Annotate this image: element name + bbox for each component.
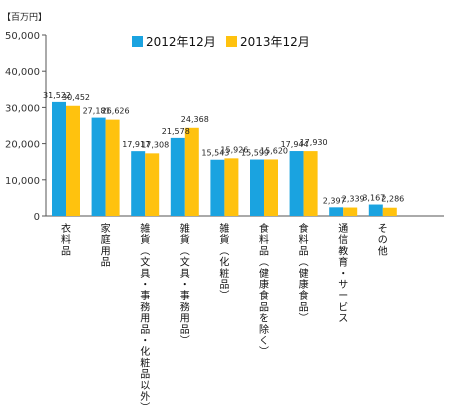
x-tick-label: 衣料品 [61, 222, 71, 257]
bar [250, 159, 264, 216]
bar [264, 159, 278, 216]
legend: 2012年12月 2013年12月 [132, 35, 310, 49]
x-tick-label: 家庭用品 [101, 222, 111, 269]
x-tick-label: 通信教育・サービス [338, 223, 348, 325]
bar [52, 101, 66, 216]
bar [184, 127, 199, 216]
bar [170, 137, 185, 216]
bar [105, 119, 120, 216]
x-tick-label: 雑貨︵化粧品︶ [219, 222, 229, 302]
legend-swatch [226, 36, 237, 47]
data-label: 3,167 [362, 194, 385, 203]
unit-label: 【百万円】 [2, 12, 47, 23]
data-label: 15,620 [260, 146, 288, 155]
data-label: 30,452 [62, 93, 90, 102]
x-axis-labels: 衣料品 家庭用品 雑貨︵文具・事務用品・化粧品以外︶ 雑貨︵文具・事務用品︶ 雑貨︵化粧… [61, 222, 388, 414]
y-tick-label: 50,000 [5, 31, 40, 42]
bar [224, 158, 239, 216]
legend-label: 2013年12月 [240, 35, 310, 49]
bar [210, 159, 225, 216]
data-label: 17,917 [122, 140, 150, 149]
x-tick-label: その他 [378, 223, 388, 257]
bar [66, 105, 80, 216]
y-tick-label: 30,000 [5, 103, 40, 114]
data-label: 27,181 [83, 107, 111, 116]
x-tick-label: 雑貨︵文具・事務用品・化粧品以外︶ [140, 222, 150, 414]
data-label: 15,926 [220, 145, 248, 154]
data-label: 2,339 [342, 195, 365, 204]
bar [289, 151, 304, 216]
x-tick-label: 食料品︵健康食品を除く︶ [259, 222, 269, 358]
data-label: 26,626 [102, 107, 130, 116]
data-label: 21,578 [162, 127, 190, 136]
x-tick-label: 食料品︵健康食品︶ [299, 222, 309, 325]
data-label: 31,522 [43, 91, 71, 100]
bar [145, 153, 160, 216]
bars [52, 101, 397, 216]
data-label: 15,543 [201, 149, 229, 158]
data-label: 2,286 [381, 195, 404, 204]
y-tick-label: 10,000 [5, 176, 40, 187]
bar [303, 151, 318, 216]
bar [131, 151, 146, 216]
x-tick-label: 雑貨︵文具・事務用品︶ [180, 222, 190, 347]
data-label: 17,944 [281, 140, 309, 149]
data-label: 15,599 [241, 149, 269, 158]
bar [329, 207, 344, 216]
y-tick-label: 20,000 [5, 140, 40, 151]
bar [343, 207, 358, 216]
data-label: 24,368 [181, 115, 209, 124]
bar [368, 204, 383, 216]
y-tick-label: 40,000 [5, 67, 40, 78]
bar [382, 207, 397, 216]
legend-label: 2012年12月 [146, 35, 216, 49]
data-label: 2,397 [323, 196, 346, 205]
data-label: 17,308 [141, 140, 169, 149]
bar [91, 117, 106, 216]
legend-swatch [132, 36, 143, 47]
data-label: 17,930 [300, 138, 328, 147]
y-tick-label: 0 [34, 212, 40, 223]
